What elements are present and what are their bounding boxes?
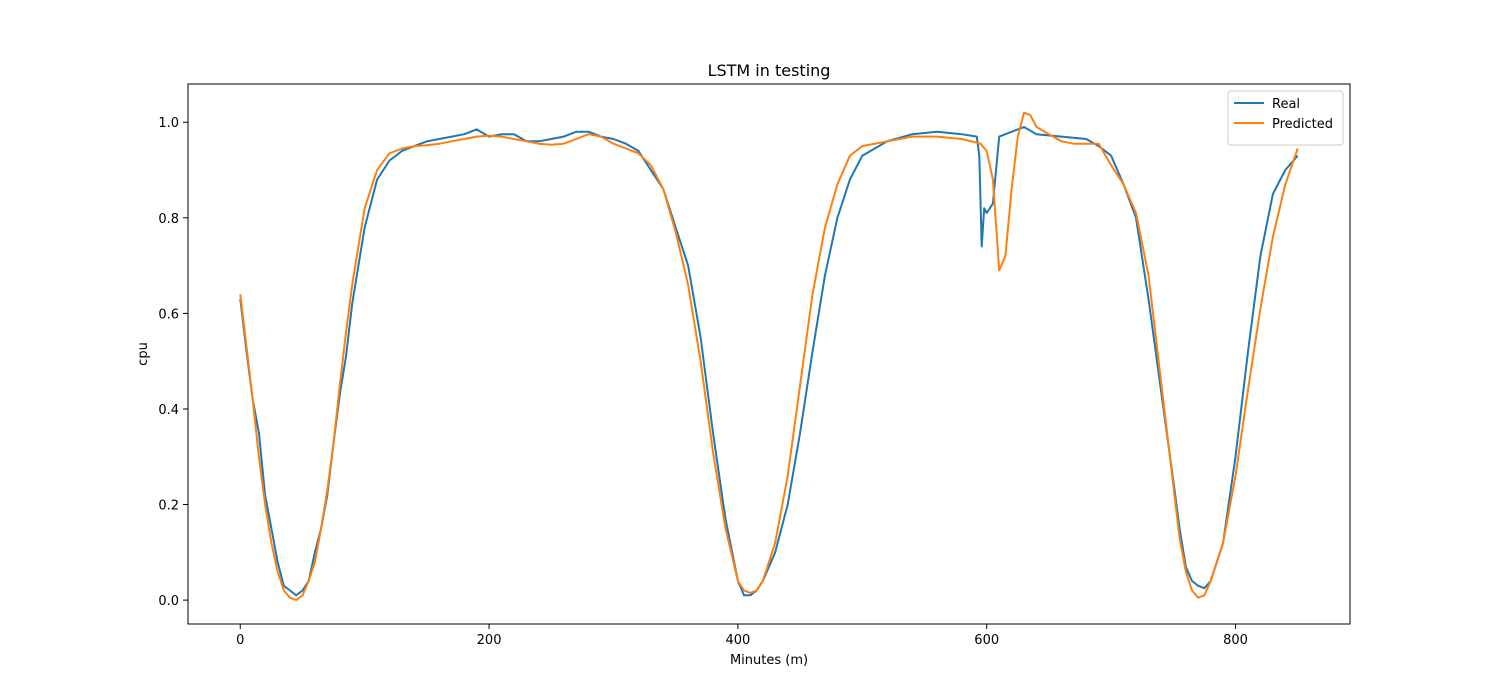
chart-title: LSTM in testing xyxy=(708,61,831,80)
x-axis: 0 200 400 600 800 xyxy=(236,624,1248,648)
series-line-real xyxy=(239,126,1299,597)
x-tick-label: 600 xyxy=(974,633,999,648)
y-tick-label: 0.8 xyxy=(158,212,179,227)
x-tick-label: 400 xyxy=(725,633,750,648)
y-tick-label: 0.4 xyxy=(158,403,179,418)
y-tick-label: 0.6 xyxy=(158,307,179,322)
legend: Real Predicted xyxy=(1227,90,1344,146)
legend-label-predicted: Predicted xyxy=(1272,117,1333,132)
series-layer xyxy=(239,111,1299,602)
y-tick-label: 1.0 xyxy=(158,116,179,131)
x-tick-label: 0 xyxy=(236,633,244,648)
x-tick-label: 800 xyxy=(1223,633,1248,648)
x-tick-label: 200 xyxy=(477,633,502,648)
series-line-predicted xyxy=(239,111,1299,602)
legend-box xyxy=(1227,90,1344,146)
axes-frame xyxy=(187,83,1351,625)
x-axis-label: Minutes (m) xyxy=(730,653,808,668)
y-axis: 0.0 0.2 0.4 0.6 0.8 1.0 xyxy=(158,116,188,609)
legend-label-real: Real xyxy=(1272,97,1300,112)
y-tick-label: 0.0 xyxy=(158,594,179,609)
y-tick-label: 0.2 xyxy=(158,499,179,514)
y-axis-label: cpu xyxy=(136,342,151,366)
